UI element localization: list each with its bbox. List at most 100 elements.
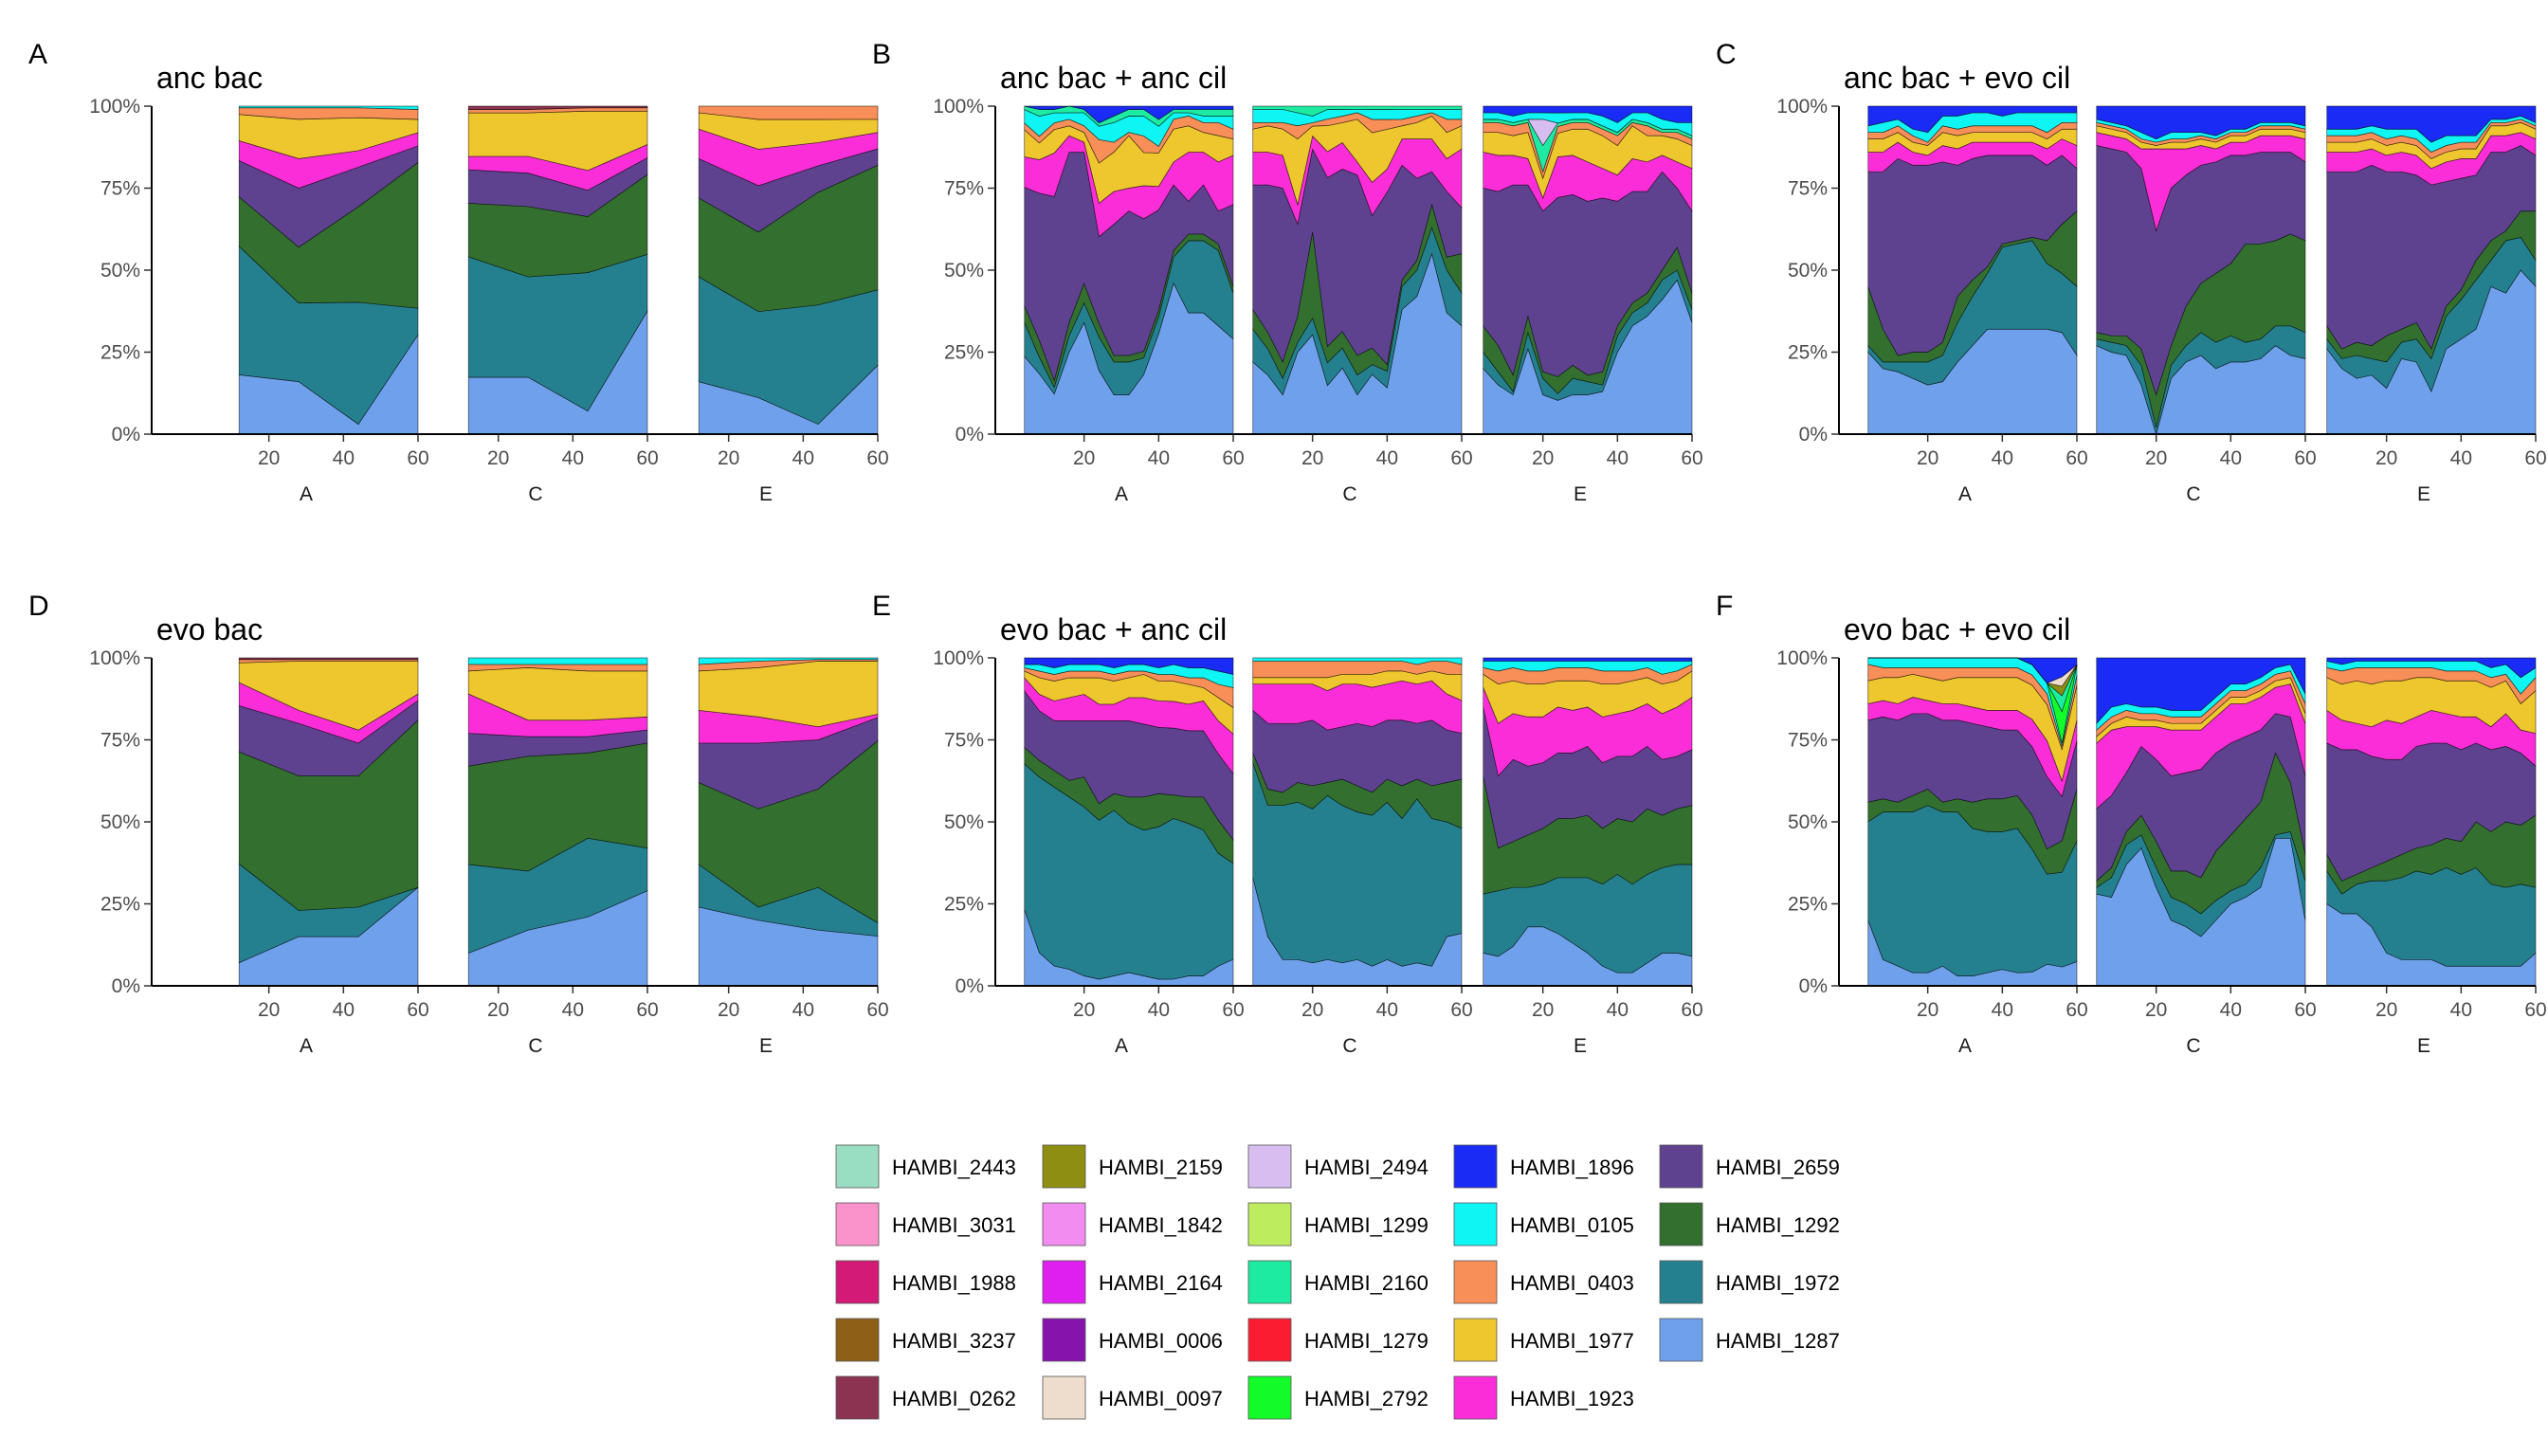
x-tick-label: 20: [1532, 447, 1554, 469]
y-tick-label: 100%: [933, 647, 984, 669]
legend-label: HAMBI_3031: [892, 1213, 1016, 1237]
x-tick-label: 40: [562, 447, 584, 469]
area-HAMBI_1896: [2096, 657, 2306, 725]
x-tick-label: 40: [792, 999, 814, 1021]
legend-label: HAMBI_2494: [1304, 1156, 1429, 1179]
legend-item: HAMBI_2792: [1247, 1375, 1429, 1420]
x-tick-label: 60: [2066, 999, 2087, 1021]
legend-label: HAMBI_1972: [1716, 1271, 1840, 1295]
legend-label: HAMBI_2160: [1304, 1271, 1429, 1295]
panel-tag: D: [28, 591, 49, 622]
x-tick-label: 20: [258, 447, 280, 469]
legend-swatch: [835, 1202, 880, 1247]
facet-C: 20 40 60 C: [1252, 657, 1473, 1057]
facet-label: A: [1958, 1035, 1972, 1057]
legend-swatch: [1042, 1202, 1086, 1247]
legend-swatch: [1247, 1260, 1292, 1304]
y-tick-label: 75%: [100, 730, 140, 752]
y-tick-label: 0%: [1799, 975, 1828, 997]
y-tick-label: 0%: [112, 975, 140, 997]
legend-label: HAMBI_2159: [1099, 1156, 1223, 1179]
x-tick-label: 60: [1450, 447, 1472, 469]
x-tick-label: 60: [407, 447, 428, 469]
x-tick-label: 40: [2220, 999, 2242, 1021]
legend-label: HAMBI_1977: [1510, 1329, 1634, 1353]
x-tick-label: 20: [718, 999, 739, 1021]
legend-item: HAMBI_2443: [835, 1144, 1016, 1189]
x-tick-label: 40: [1376, 447, 1398, 469]
y-tick-label: 75%: [944, 178, 984, 200]
legend-label: HAMBI_1279: [1304, 1329, 1429, 1353]
facet-A: 20 40 60 A: [1024, 657, 1245, 1057]
facet-A: 20 40 60 A: [1867, 657, 2088, 1057]
legend-swatch: [1042, 1375, 1086, 1420]
y-tick-label: 25%: [1788, 894, 1828, 916]
x-tick-label: 60: [1450, 999, 1472, 1021]
facet-A: 20 40 60 A: [238, 657, 429, 1057]
facet-label: E: [1574, 1035, 1587, 1057]
x-tick-label: 40: [2450, 999, 2472, 1021]
area-HAMBI_1896: [1483, 105, 1693, 123]
x-tick-label: 40: [1148, 447, 1170, 469]
legend-swatch: [1659, 1202, 1703, 1247]
legend-swatch: [1042, 1260, 1086, 1304]
facet-label: C: [1342, 1035, 1356, 1057]
legend-item: HAMBI_1977: [1453, 1318, 1634, 1362]
x-tick-label: 40: [562, 999, 584, 1021]
area-HAMBI_0262: [467, 105, 648, 110]
facet-label: C: [2186, 483, 2200, 505]
facet-label: C: [528, 483, 542, 505]
legend-swatch: [835, 1144, 880, 1189]
facet-label: C: [528, 1035, 542, 1057]
x-tick-label: 60: [866, 999, 888, 1021]
facet-A: 20 40 60 A: [1024, 105, 1245, 505]
legend-swatch: [1042, 1144, 1086, 1189]
x-tick-label: 20: [2375, 447, 2397, 469]
x-tick-label: 20: [1917, 999, 1938, 1021]
y-tick-label: 25%: [944, 894, 984, 916]
y-tick-label: 0%: [112, 424, 140, 446]
x-tick-label: 60: [2524, 447, 2546, 469]
panel-tag: B: [872, 39, 891, 70]
facet-label: A: [300, 483, 313, 505]
legend-swatch: [1453, 1260, 1498, 1304]
panel-tag: E: [872, 591, 891, 622]
legend-item: HAMBI_1287: [1659, 1318, 1840, 1362]
legend-swatch: [835, 1318, 880, 1362]
y-tick-label: 0%: [956, 424, 984, 446]
facet-E: 20 40 60 E: [1483, 657, 1703, 1057]
facet-label: E: [759, 1035, 773, 1057]
x-tick-label: 20: [1532, 999, 1554, 1021]
legend-swatch: [1247, 1144, 1292, 1189]
legend-item: HAMBI_1292: [1659, 1202, 1840, 1247]
x-tick-label: 40: [1376, 999, 1398, 1021]
y-tick-label: 25%: [1788, 342, 1828, 364]
panel-title: anc bac + evo cil: [1844, 61, 2070, 95]
legend-item: HAMBI_1923: [1453, 1375, 1634, 1420]
area-HAMBI_0262: [238, 657, 419, 661]
x-tick-label: 60: [2294, 999, 2316, 1021]
panel-title: evo bac + evo cil: [1844, 612, 2070, 646]
x-tick-label: 20: [1073, 999, 1095, 1021]
legend-item: HAMBI_2159: [1042, 1144, 1223, 1189]
legend-swatch: [1659, 1260, 1703, 1304]
legend-label: HAMBI_0097: [1099, 1387, 1223, 1410]
y-tick-label: 50%: [1788, 260, 1828, 282]
x-tick-label: 20: [2375, 999, 2397, 1021]
legend-swatch: [1247, 1375, 1292, 1420]
facet-C: 20 40 60 C: [467, 105, 659, 505]
legend-swatch: [1453, 1318, 1498, 1362]
facet-A: 20 40 60 A: [1867, 105, 2088, 505]
panel-title: anc bac + anc cil: [1000, 61, 1227, 95]
area-HAMBI_0403: [698, 105, 879, 120]
legend-label: HAMBI_1896: [1510, 1156, 1634, 1179]
legend-swatch: [1659, 1144, 1703, 1189]
y-tick-label: 75%: [1788, 730, 1828, 752]
x-tick-label: 60: [407, 999, 428, 1021]
legend-swatch: [1247, 1318, 1292, 1362]
x-tick-label: 20: [1301, 447, 1323, 469]
facet-label: A: [1115, 483, 1128, 505]
